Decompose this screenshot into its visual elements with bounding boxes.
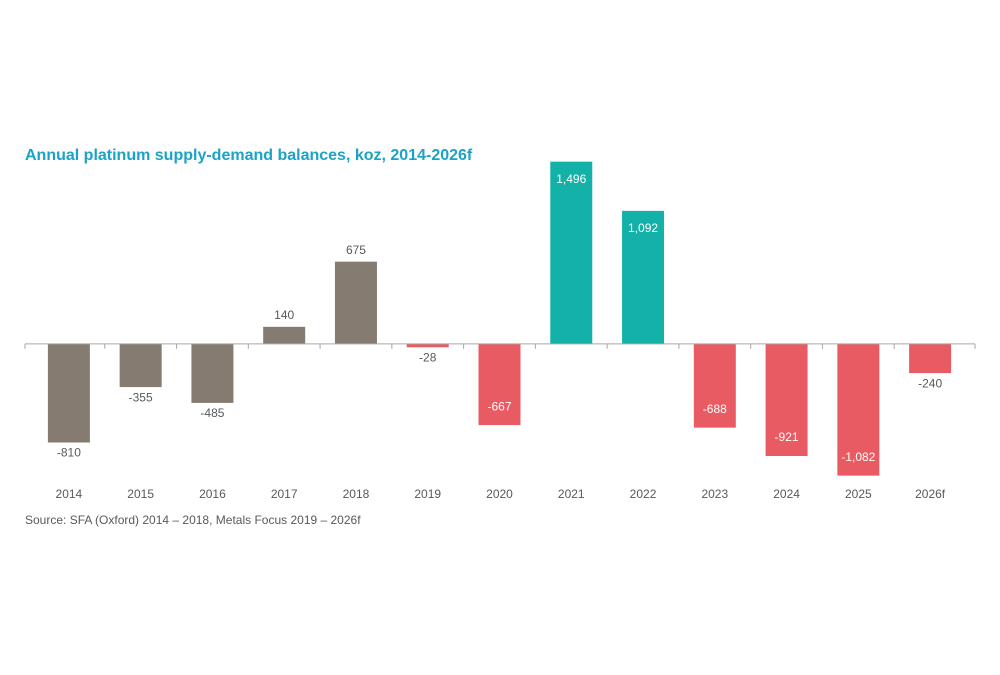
value-label: -355 — [129, 390, 153, 404]
x-tick-label: 2023 — [701, 487, 728, 501]
bar — [119, 343, 162, 388]
x-tick-label: 2018 — [343, 487, 370, 501]
bar — [909, 343, 952, 374]
x-tick-label: 2020 — [486, 487, 513, 501]
value-label: -1,082 — [841, 450, 875, 464]
x-tick-label: 2017 — [271, 487, 298, 501]
value-label: 140 — [274, 308, 294, 322]
x-tick-label: 2019 — [414, 487, 441, 501]
value-label: -28 — [419, 350, 437, 364]
chart-title: Annual platinum supply-demand balances, … — [25, 147, 473, 164]
value-label: 675 — [346, 243, 366, 257]
x-tick-label: 2021 — [558, 487, 585, 501]
value-label: -810 — [57, 446, 81, 460]
value-label: -240 — [918, 376, 942, 390]
source-note: Source: SFA (Oxford) 2014 – 2018, Metals… — [25, 513, 361, 527]
x-tick-label: 2025 — [845, 487, 872, 501]
bar — [622, 210, 665, 344]
x-tick-label: 2014 — [56, 487, 83, 501]
x-tick-label: 2016 — [199, 487, 226, 501]
bar — [263, 326, 306, 344]
bar — [837, 343, 880, 476]
bar — [765, 343, 808, 457]
x-tick-label: 2015 — [127, 487, 154, 501]
x-tick-label: 2024 — [773, 487, 800, 501]
bar — [693, 343, 736, 428]
value-label: -688 — [703, 402, 727, 416]
bar — [191, 343, 234, 403]
bar — [406, 343, 449, 348]
x-tick-label: 2022 — [630, 487, 657, 501]
value-label: 1,092 — [628, 221, 658, 235]
value-label: -485 — [200, 406, 224, 420]
bar — [47, 343, 90, 443]
value-label: -667 — [487, 399, 511, 413]
value-label: -921 — [775, 430, 799, 444]
bar — [334, 261, 377, 344]
x-tick-label: 2026f — [915, 487, 946, 501]
value-label: 1,496 — [556, 172, 586, 186]
bar — [550, 161, 593, 344]
bar — [478, 343, 521, 426]
